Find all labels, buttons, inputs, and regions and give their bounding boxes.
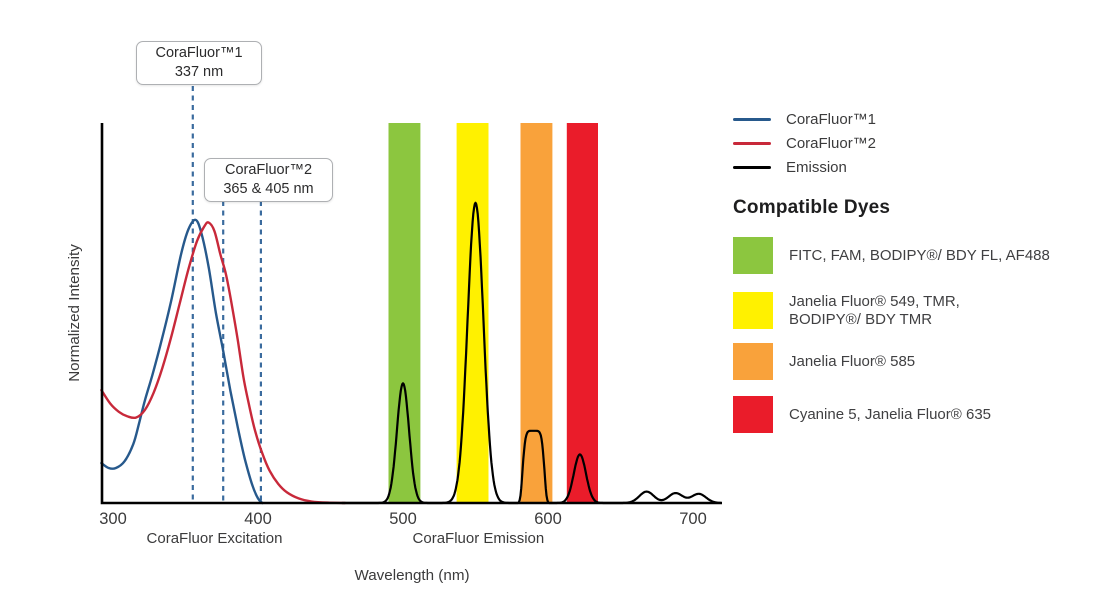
curve-excitation	[100, 221, 347, 505]
compatible-dyes-heading: Compatible Dyes	[733, 197, 891, 218]
x-tick-label: 300	[99, 510, 127, 528]
green-filter-band	[388, 123, 421, 503]
y-axis-title: Normalized Intensity	[66, 244, 83, 382]
curve-legend: CoraFluor™1 CoraFluor™2 Emission	[733, 111, 876, 176]
callout-corafluor1: CoraFluor™1 337 nm	[136, 41, 262, 85]
legend-item-label: Emission	[786, 159, 847, 176]
callout-corafluor1-value: 337 nm	[174, 64, 224, 80]
red-dye-swatch	[733, 396, 773, 433]
x-tick-label: 500	[389, 510, 417, 528]
curve-excitation	[100, 218, 264, 505]
legend-item-label: CoraFluor™2	[786, 135, 877, 152]
dye-item-green: FITC, FAM, BODIPY®/ BDY FL, AF488	[733, 237, 1050, 274]
legend-item-corafluor2: CoraFluor™2	[733, 135, 876, 152]
x-tick-label: 600	[534, 510, 562, 528]
callout-corafluor2: CoraFluor™2 365 & 405 nm	[204, 158, 333, 202]
x-axis-title: Wavelength (nm)	[354, 567, 469, 584]
x-tick-label: 400	[244, 510, 272, 528]
orange-dye-swatch	[733, 343, 773, 380]
x-tick-label: 700	[679, 510, 707, 528]
axis-section-label: CoraFluor Emission	[413, 530, 545, 547]
axis-section-label: CoraFluor Excitation	[147, 530, 283, 547]
yellow-dye-swatch	[733, 292, 773, 329]
axes	[100, 123, 722, 505]
corafluor2-line-swatch	[733, 142, 771, 145]
excitation-marker-lines	[191, 86, 262, 503]
legend-item-corafluor1: CoraFluor™1	[733, 111, 876, 128]
emission-line-swatch	[733, 166, 771, 169]
dye-item-label: FITC, FAM, BODIPY®/ BDY FL, AF488	[789, 246, 1050, 264]
callout-corafluor2-value: 365 & 405 nm	[223, 181, 314, 197]
dye-item-yellow: Janelia Fluor® 549, TMR, BODIPY®/ BDY TM…	[733, 292, 960, 329]
dye-item-orange: Janelia Fluor® 585	[733, 343, 915, 380]
dye-item-label: Cyanine 5, Janelia Fluor® 635	[789, 405, 992, 423]
dye-item-label: Janelia Fluor® 549, TMR, BODIPY®/ BDY TM…	[789, 292, 960, 328]
axis-text: 300 400 500 600 700 CoraFluor Excitation CoraF…	[66, 244, 707, 584]
corafluor1-line-swatch	[733, 118, 771, 121]
callout-corafluor2-title: CoraFluor™2	[224, 162, 313, 178]
filter-bands	[388, 123, 598, 503]
spectra-curves	[100, 201, 722, 505]
red-filter-band	[566, 123, 598, 503]
legend-item-label: CoraFluor™1	[786, 111, 877, 128]
green-dye-swatch	[733, 237, 773, 274]
dye-item-red: Cyanine 5, Janelia Fluor® 635	[733, 396, 991, 433]
legend-item-emission: Emission	[733, 159, 876, 176]
callout-corafluor1-title: CoraFluor™1	[155, 45, 243, 61]
curve-emission	[341, 201, 722, 505]
dye-item-label: Janelia Fluor® 585	[789, 352, 916, 370]
